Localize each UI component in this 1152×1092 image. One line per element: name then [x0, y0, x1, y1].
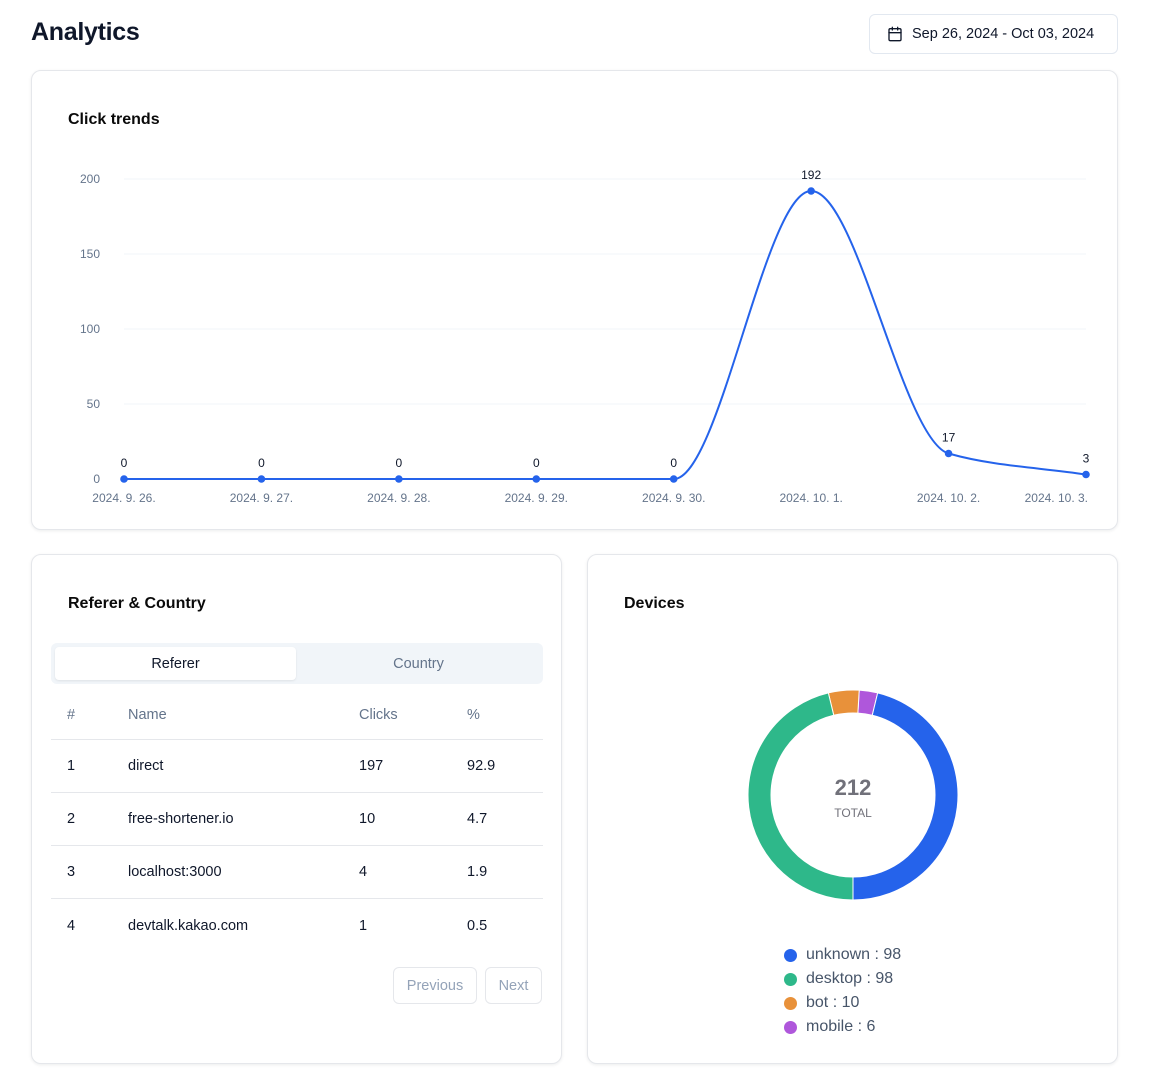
- devices-donut-chart: 212 TOTAL: [747, 689, 959, 901]
- column-header: %: [467, 706, 480, 723]
- legend-label: unknown : 98: [806, 946, 902, 963]
- x-tick-label: 2024. 9. 27.: [230, 491, 293, 505]
- x-tick-label: 2024. 10. 3.: [1025, 491, 1088, 505]
- legend-dot: [784, 996, 797, 1010]
- click-trends-card: Click trends 0 50 100 150 200 2024. 9. 26. 202…: [31, 70, 1118, 530]
- table-row: 4 devtalk.kakao.com 1 0.5: [51, 899, 543, 952]
- data-point[interactable]: [120, 475, 128, 483]
- devices-card: Devices 212 TOTAL unknown : 98 desktop :…: [587, 554, 1118, 1064]
- table-header: # Name Clicks %: [51, 690, 543, 740]
- referer-clicks: 1: [359, 917, 368, 934]
- column-header: Name: [128, 706, 167, 723]
- next-page-button[interactable]: Next: [485, 967, 542, 1004]
- x-tick-label: 2024. 9. 29.: [505, 491, 568, 505]
- donut-slice-unknown[interactable]: [852, 692, 959, 901]
- row-index: 3: [67, 864, 76, 880]
- data-label: 0: [121, 456, 128, 470]
- referer-percent: 4.7: [467, 811, 488, 827]
- tab-referer[interactable]: Referer: [55, 647, 296, 680]
- x-tick-label: 2024. 10. 1.: [779, 491, 842, 505]
- legend-dot: [784, 1020, 797, 1034]
- y-tick-label: 100: [80, 322, 100, 336]
- tab-country[interactable]: Country: [393, 655, 444, 672]
- x-tick-label: 2024. 9. 28.: [367, 491, 430, 505]
- y-tick-label: 50: [87, 397, 101, 411]
- referer-percent: 0.5: [467, 917, 488, 934]
- legend-label: mobile : 6: [806, 1018, 876, 1035]
- legend-item: bot : 10: [784, 991, 901, 1015]
- data-label: 192: [801, 168, 821, 182]
- table-row: 1 direct 197 92.9: [51, 740, 543, 793]
- y-tick-label: 0: [93, 472, 100, 486]
- x-tick-label: 2024. 9. 30.: [642, 491, 705, 505]
- legend-dot: [784, 948, 797, 962]
- referer-name: free-shortener.io: [128, 811, 234, 827]
- referer-percent: 1.9: [467, 864, 488, 880]
- referer-clicks: 4: [359, 864, 368, 880]
- data-label: 0: [670, 456, 677, 470]
- legend-label: bot : 10: [806, 994, 860, 1011]
- date-range-label: Sep 26, 2024 - Oct 03, 2024: [912, 26, 1095, 42]
- data-point[interactable]: [807, 187, 815, 195]
- click-trends-chart: 0 50 100 150 200 2024. 9. 26. 2024. 9. 27. 2024…: [80, 168, 1090, 505]
- legend-item: unknown : 98: [784, 943, 901, 967]
- data-label: 0: [258, 456, 265, 470]
- y-tick-label: 150: [80, 247, 100, 261]
- x-tick-label: 2024. 10. 2.: [917, 491, 980, 505]
- referer-clicks: 10: [359, 811, 376, 827]
- devices-legend: unknown : 98 desktop : 98 bot : 10 mobil…: [784, 943, 901, 1039]
- data-point[interactable]: [944, 449, 953, 458]
- data-point[interactable]: [669, 475, 678, 483]
- referer-name: localhost:3000: [128, 864, 222, 880]
- calendar-icon: [888, 26, 902, 42]
- legend-item: mobile : 6: [784, 1015, 901, 1039]
- column-header: #: [67, 706, 76, 723]
- data-point[interactable]: [532, 475, 541, 483]
- data-point[interactable]: [257, 475, 266, 483]
- page-title: Analytics: [31, 18, 140, 46]
- data-label: 3: [1083, 452, 1090, 466]
- donut-total-label: TOTAL: [834, 806, 872, 820]
- data-label: 17: [942, 431, 956, 445]
- table-row: 2 free-shortener.io 10 4.7: [51, 793, 543, 846]
- data-point[interactable]: [395, 475, 403, 483]
- column-header: Clicks: [359, 706, 398, 723]
- donut-total: 212: [835, 775, 872, 800]
- date-range-button[interactable]: Sep 26, 2024 - Oct 03, 2024: [869, 14, 1118, 54]
- donut-slice-desktop[interactable]: [747, 692, 854, 901]
- referer-clicks: 197: [359, 758, 384, 774]
- row-index: 4: [67, 917, 76, 934]
- referer-percent: 92.9: [467, 758, 496, 774]
- referer-name: direct: [128, 758, 164, 774]
- data-label: 0: [396, 456, 403, 470]
- tab-list: Referer Country: [51, 643, 543, 684]
- row-index: 2: [67, 811, 76, 827]
- legend-dot: [784, 972, 797, 986]
- referer-table: # Name Clicks % 1 direct 197 92.9 2 free…: [51, 690, 543, 952]
- previous-page-button[interactable]: Previous: [393, 967, 477, 1004]
- row-index: 1: [67, 758, 76, 774]
- data-label: 0: [533, 456, 540, 470]
- referer-country-card: Referer & Country Referer Country # Name…: [31, 554, 562, 1064]
- donut-slice-bot[interactable]: [827, 689, 860, 716]
- card-title: Click trends: [68, 111, 160, 128]
- legend-label: desktop : 98: [806, 970, 894, 987]
- x-tick-label: 2024. 9. 26.: [92, 491, 155, 505]
- legend-item: desktop : 98: [784, 967, 901, 991]
- card-title: Devices: [624, 595, 685, 612]
- referer-name: devtalk.kakao.com: [128, 917, 249, 934]
- card-title: Referer & Country: [68, 595, 206, 612]
- table-row: 3 localhost:3000 4 1.9: [51, 846, 543, 899]
- data-point[interactable]: [1082, 470, 1090, 479]
- y-tick-label: 200: [80, 172, 100, 186]
